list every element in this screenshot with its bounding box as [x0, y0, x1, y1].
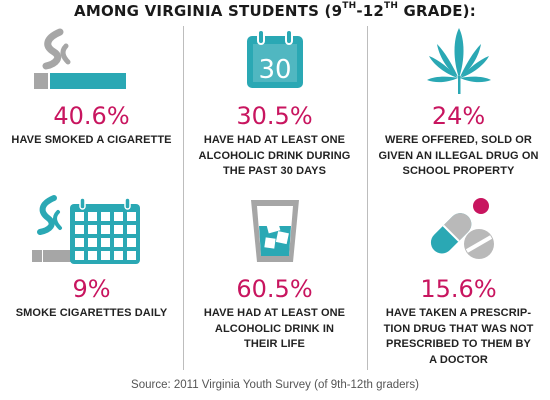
stat-cell-alcohol-30-days: 30 30.5% HAVE HAD AT LEAST ONE ALCOHOLIC…	[183, 0, 366, 200]
page-title: AMONG VIRGINIA STUDENTS (9TH-12TH GRADE)…	[74, 1, 476, 20]
calendar-day-number: 30	[258, 55, 291, 85]
stat-cell-illegal-drug: 24% WERE OFFERED, SOLD OR GIVEN AN ILLEG…	[367, 0, 550, 200]
stat-value: 24%	[431, 102, 486, 130]
glass-with-ice-icon	[251, 200, 299, 262]
stat-value: 15.6%	[420, 275, 497, 303]
pills-icon	[430, 198, 494, 259]
cigarette-calendar-icon	[32, 195, 140, 264]
marijuana-leaf-icon	[427, 28, 491, 94]
stat-cell-alcohol-lifetime: 60.5% HAVE HAD AT LEAST ONE ALCOHOLIC DR…	[183, 190, 366, 370]
column-divider	[367, 26, 368, 370]
stat-value: 40.6%	[53, 102, 130, 130]
calendar-30-icon: 30	[247, 29, 303, 88]
column-divider	[183, 26, 184, 370]
stat-description: SMOKE CIGARETTES DAILY	[15, 307, 168, 319]
cigarette-icon	[34, 28, 126, 89]
stat-description: HAVE HAD AT LEAST ONE ALCOHOLIC DRINK IN…	[203, 307, 346, 350]
stat-description: HAVE TAKEN A PRESCRIP- TION DRUG THAT WA…	[383, 307, 534, 366]
stat-description: WERE OFFERED, SOLD OR GIVEN AN ILLEGAL D…	[378, 134, 539, 177]
stat-value: 30.5%	[236, 102, 313, 130]
source-note: Source: 2011 Virginia Youth Survey (of 9…	[131, 379, 419, 391]
stat-value: 9%	[72, 275, 111, 303]
stat-cell-prescription-drug: 15.6% HAVE TAKEN A PRESCRIP- TION DRUG T…	[367, 190, 550, 370]
stat-description: HAVE SMOKED A CIGARETTE	[11, 134, 172, 146]
stat-value: 60.5%	[236, 275, 313, 303]
stat-cell-smoked: 40.6% HAVE SMOKED A CIGARETTE	[0, 0, 183, 200]
stat-cell-daily-smoke: 9% SMOKE CIGARETTES DAILY	[0, 190, 183, 370]
stat-description: HAVE HAD AT LEAST ONE ALCOHOLIC DRINK DU…	[198, 134, 351, 177]
